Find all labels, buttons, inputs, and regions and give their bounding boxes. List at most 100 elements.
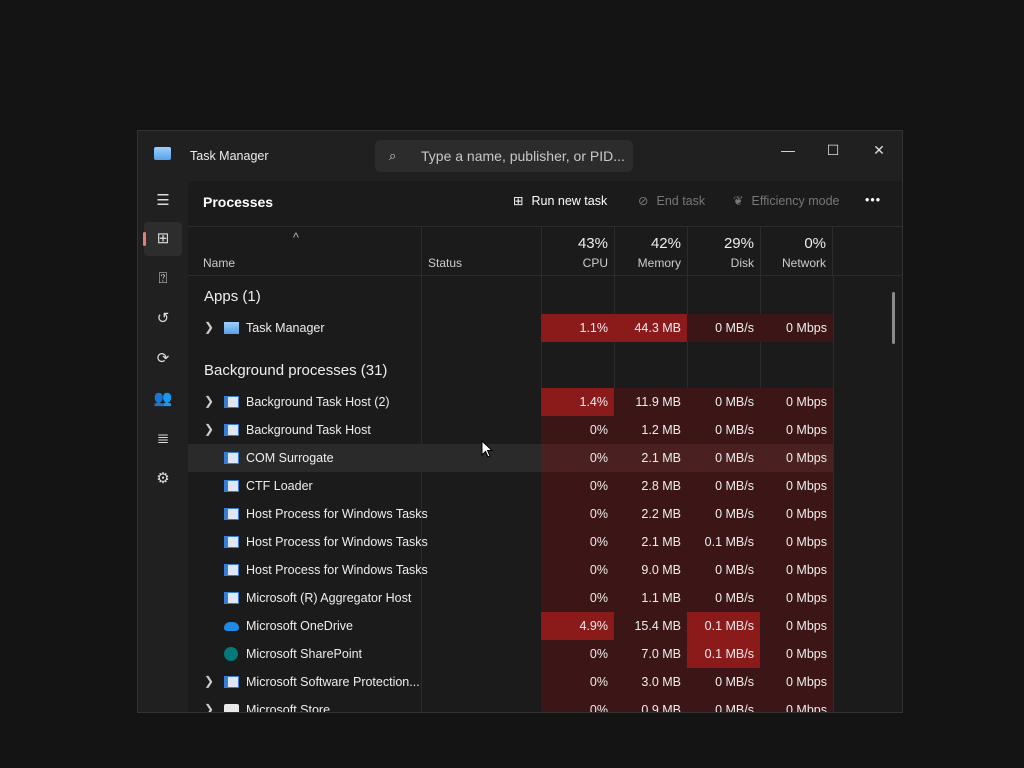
process-name: Host Process for Windows Tasks — [246, 535, 428, 549]
process-row[interactable]: ❯ Microsoft Store 0% 0.9 MB 0 MB/s 0 Mbps — [188, 696, 834, 713]
process-row[interactable]: Microsoft OneDrive 4.9% 15.4 MB 0.1 MB/s 0 M… — [188, 612, 834, 640]
sort-ascending-icon: ^ — [293, 231, 299, 245]
process-row[interactable]: Host Process for Windows Tasks 0% 2.2 MB 0 … — [188, 500, 834, 528]
memory-value: 2.1 MB — [614, 528, 687, 556]
sidebar-item-users[interactable]: 👥 — [144, 382, 182, 416]
page-title: Processes — [203, 194, 274, 210]
process-name: Background Task Host — [246, 423, 371, 437]
close-button[interactable]: ✕ — [873, 142, 885, 158]
chevron-right-icon[interactable]: ❯ — [204, 674, 215, 688]
cpu-label: CPU — [582, 256, 608, 270]
column-header: ^ Name Status 43% CPU 42% Memory 29% Disk 0… — [188, 226, 902, 276]
sidebar-item-startup-apps[interactable]: ⟳ — [144, 342, 182, 376]
process-row[interactable]: CTF Loader 0% 2.8 MB 0 MB/s 0 Mbps — [188, 472, 834, 500]
network-value: 0 Mbps — [760, 556, 833, 584]
network-total: 0% — [804, 235, 826, 252]
details-icon: ≣ — [156, 430, 170, 447]
column-cpu[interactable]: 43% CPU — [541, 227, 614, 276]
disk-value: 0 MB/s — [687, 472, 760, 500]
process-row[interactable]: ❯ Background Task Host 0% 1.2 MB 0 MB/s 0 Mbp… — [188, 416, 834, 444]
column-network[interactable]: 0% Network — [760, 227, 833, 276]
process-icon — [224, 508, 239, 520]
run-new-task-button[interactable]: ⊞ Run new task — [513, 193, 607, 209]
process-row[interactable]: Host Process for Windows Tasks 0% 2.1 MB 0.… — [188, 528, 834, 556]
minimize-button[interactable]: — — [781, 142, 795, 158]
leaf-icon: ❦ — [733, 194, 744, 208]
process-name: Microsoft Software Protection... — [246, 675, 420, 689]
chevron-right-icon[interactable]: ❯ — [204, 320, 215, 334]
group-header: Background processes (31) — [204, 362, 388, 379]
disk-value: 0.1 MB/s — [687, 528, 760, 556]
process-icon — [224, 592, 239, 604]
network-label: Network — [781, 256, 826, 270]
disk-value: 0 MB/s — [687, 388, 760, 416]
column-name[interactable]: ^ Name — [188, 227, 421, 276]
process-icon — [224, 322, 239, 334]
cpu-value: 1.1% — [541, 314, 614, 342]
disk-value: 0.1 MB/s — [687, 612, 760, 640]
end-task-button[interactable]: ⊘ End task — [638, 193, 706, 209]
chevron-right-icon[interactable]: ❯ — [204, 702, 215, 713]
process-row[interactable]: ❯ Microsoft Software Protection... 0% 3.0 M… — [188, 668, 834, 696]
process-name: Task Manager — [246, 321, 325, 335]
process-row[interactable]: ❯ Background Task Host (2) 1.4% 11.9 MB 0 MB… — [188, 388, 834, 416]
more-options-button[interactable]: ••• — [865, 193, 882, 207]
process-icon — [224, 452, 239, 464]
network-value: 0 Mbps — [760, 500, 833, 528]
process-icon — [224, 396, 239, 408]
cpu-value: 0% — [541, 528, 614, 556]
disk-value: 0 MB/s — [687, 416, 760, 444]
sidebar-item-hamburger[interactable]: ☰ — [144, 184, 182, 218]
hamburger-icon: ☰ — [156, 192, 170, 209]
process-row[interactable]: Microsoft (R) Aggregator Host 0% 1.1 MB 0 M… — [188, 584, 834, 612]
title-bar: Task Manager ⌕ Type a name, publisher, o… — [138, 131, 902, 181]
network-value: 0 Mbps — [760, 472, 833, 500]
scrollbar[interactable] — [892, 292, 895, 344]
disk-value: 0 MB/s — [687, 556, 760, 584]
network-value: 0 Mbps — [760, 314, 833, 342]
disk-value: 0 MB/s — [687, 314, 760, 342]
process-list: Apps (1) ❯ Task Manager 1.1% 44.3 MB 0 MB/s 0 … — [188, 276, 902, 712]
column-status[interactable]: Status — [421, 227, 541, 276]
chevron-right-icon[interactable]: ❯ — [204, 422, 215, 436]
process-name: Microsoft (R) Aggregator Host — [246, 591, 412, 605]
process-icon — [224, 647, 238, 661]
network-value: 0 Mbps — [760, 696, 833, 712]
process-icon — [224, 622, 239, 631]
sidebar-item-services[interactable]: ⚙ — [144, 462, 182, 496]
disk-value: 0 MB/s — [687, 444, 760, 472]
search-input[interactable]: ⌕ Type a name, publisher, or PID... — [375, 140, 633, 172]
maximize-button[interactable]: ☐ — [826, 142, 840, 158]
end-task-label: End task — [656, 193, 706, 208]
memory-value: 11.9 MB — [614, 388, 687, 416]
disk-value: 0 MB/s — [687, 584, 760, 612]
process-row[interactable]: Host Process for Windows Tasks 0% 9.0 MB 0 … — [188, 556, 834, 584]
network-value: 0 Mbps — [760, 668, 833, 696]
sidebar: ⚙ ☰⊞⍰↺⟳👥≣⚙ — [138, 181, 188, 712]
chevron-right-icon[interactable]: ❯ — [204, 394, 215, 408]
memory-value: 2.8 MB — [614, 472, 687, 500]
column-memory[interactable]: 42% Memory — [614, 227, 687, 276]
column-name-label: Name — [203, 256, 236, 270]
sidebar-item-performance[interactable]: ⍰ — [144, 262, 182, 296]
disk-value: 0 MB/s — [687, 500, 760, 528]
memory-value: 44.3 MB — [614, 314, 687, 342]
sidebar-item-app-history[interactable]: ↺ — [144, 302, 182, 336]
cpu-value: 0% — [541, 696, 614, 712]
sidebar-item-processes[interactable]: ⊞ — [143, 222, 182, 256]
column-divider — [833, 276, 834, 712]
startup-apps-icon: ⟳ — [156, 350, 170, 367]
processes-panel: Processes ⊞ Run new task ⊘ End task ❦ Effic… — [188, 181, 902, 712]
column-disk[interactable]: 29% Disk — [687, 227, 760, 276]
sidebar-item-details[interactable]: ≣ — [144, 422, 182, 456]
disk-value: 0 MB/s — [687, 696, 760, 712]
task-manager-window: Task Manager ⌕ Type a name, publisher, o… — [137, 130, 903, 713]
process-name: Microsoft Store — [246, 703, 331, 713]
process-row[interactable]: ❯ Task Manager 1.1% 44.3 MB 0 MB/s 0 Mbps — [188, 314, 834, 342]
process-row[interactable]: COM Surrogate 0% 2.1 MB 0 MB/s 0 Mbps — [188, 444, 834, 472]
network-value: 0 Mbps — [760, 444, 833, 472]
process-row[interactable]: Microsoft SharePoint 0% 7.0 MB 0.1 MB/s 0 Mb… — [188, 640, 834, 668]
cpu-value: 0% — [541, 500, 614, 528]
users-icon: 👥 — [153, 390, 173, 407]
efficiency-mode-button[interactable]: ❦ Efficiency mode — [733, 193, 840, 209]
